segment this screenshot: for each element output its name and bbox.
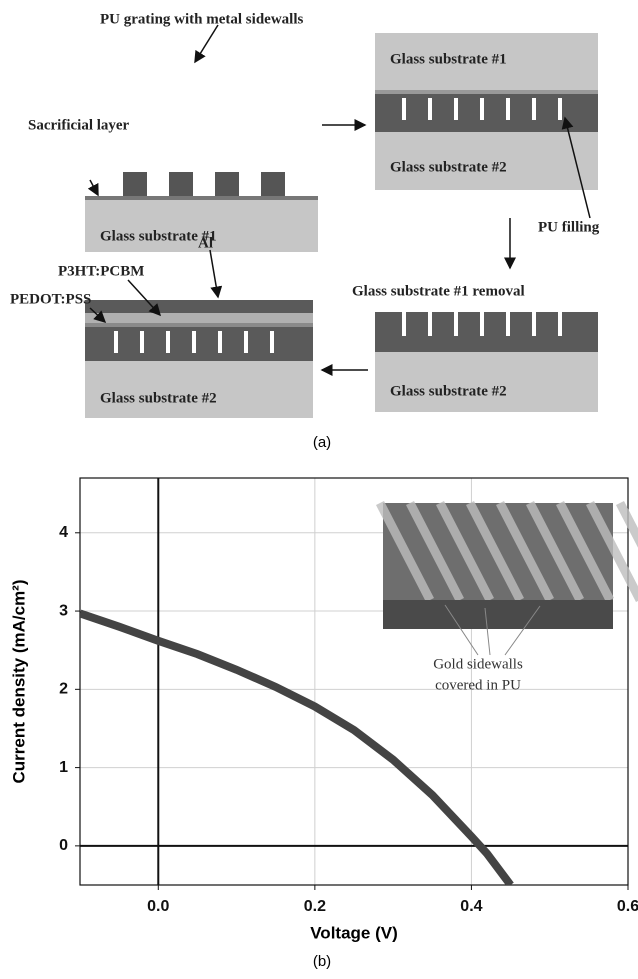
label: PU filling — [538, 219, 600, 235]
x-tick-label: 0.6 — [617, 898, 638, 915]
figure: PU grating with metal sidewalls Sacrific… — [0, 0, 638, 979]
pu-layer — [85, 327, 313, 361]
annotation: Gold sidewalls — [433, 656, 523, 672]
caption: (a) — [313, 434, 331, 451]
label: Glass substrate #2 — [390, 159, 507, 175]
sacrificial-layer — [85, 196, 318, 200]
pedot-layer — [85, 323, 313, 327]
y-tick-label: 3 — [59, 602, 68, 619]
label: PEDOT:PSS — [10, 291, 91, 307]
y-tick-label: 2 — [59, 681, 68, 698]
label: P3HT:PCBM — [58, 263, 144, 279]
label: Glass substrate #2 — [100, 390, 217, 406]
glass-substrate — [375, 352, 598, 412]
inset-image — [380, 503, 638, 629]
y-tick-label: 0 — [59, 837, 68, 854]
x-axis-label: Voltage (V) — [310, 923, 398, 942]
pu-layer — [375, 90, 598, 132]
p3ht-layer — [85, 313, 313, 323]
pu-layer — [375, 312, 598, 352]
x-tick-label: 0.4 — [460, 898, 482, 915]
chart: 0 1 2 3 4 0.0 0.2 0.4 0.6 Gold sidewalls covered i… — [9, 478, 638, 970]
inset-base — [383, 600, 613, 629]
label: Glass substrate #2 — [390, 383, 507, 399]
annotation: covered in PU — [435, 677, 521, 693]
sacrificial-layer — [375, 90, 598, 94]
x-tick-label: 0.0 — [147, 898, 169, 915]
label: Sacrificial layer — [28, 117, 130, 133]
y-tick-label: 4 — [59, 524, 68, 541]
caption: (b) — [313, 953, 331, 970]
al-layer — [85, 300, 313, 313]
label: Glass substrate #1 removal — [352, 283, 525, 299]
label: PU grating with metal sidewalls — [100, 11, 303, 27]
x-tick-label: 0.2 — [304, 898, 326, 915]
process-diagram: PU grating with metal sidewalls Sacrific… — [10, 11, 600, 451]
grating — [123, 172, 285, 196]
data-line — [80, 613, 511, 885]
y-tick-label: 1 — [59, 759, 68, 776]
label: Al — [198, 235, 213, 251]
y-axis-label: Current density (mA/cm²) — [9, 579, 28, 783]
label: Glass substrate #1 — [390, 51, 507, 67]
